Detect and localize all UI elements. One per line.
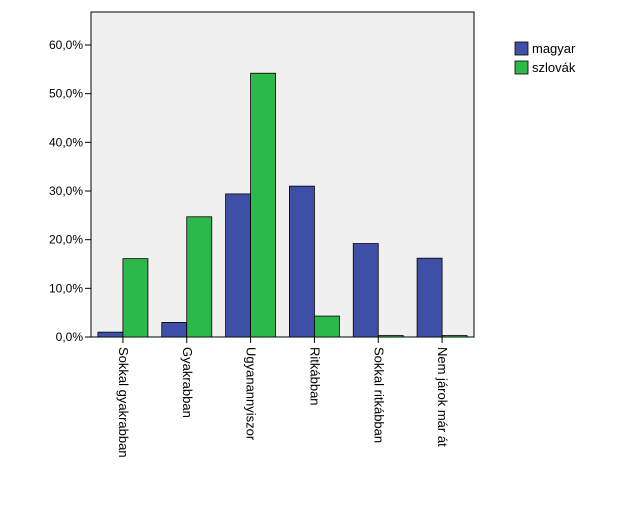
- x-category-label: Sokkal ritkábban: [371, 347, 386, 443]
- x-category-label: Ritkábban: [307, 347, 322, 406]
- bar-magyar-3: [289, 185, 315, 338]
- bar-magyar-5: [416, 257, 443, 338]
- legend-swatch-szlovák: [514, 60, 529, 75]
- legend-label-szlovák: szlovák: [532, 60, 576, 75]
- bar-magyar-0: [97, 331, 124, 338]
- y-tick-label: 30,0%: [49, 184, 83, 198]
- x-category-label: Gyakrabban: [180, 347, 195, 418]
- bar-szlovák-2: [250, 72, 276, 338]
- y-tick-label: 10,0%: [49, 281, 83, 295]
- bar-szlovák-1: [186, 216, 213, 338]
- bar-magyar-4: [352, 243, 379, 338]
- x-category-label: Nem járok már át: [435, 347, 450, 447]
- x-category-label: Sokkal gyakrabban: [116, 347, 131, 458]
- bar-szlovák-4: [377, 335, 404, 338]
- bar-szlovák-3: [314, 315, 340, 338]
- bar-szlovák-0: [122, 258, 149, 338]
- y-tick-label: 40,0%: [49, 135, 83, 149]
- legend-swatch-magyar: [514, 41, 529, 56]
- bar-szlovák-5: [441, 335, 468, 338]
- x-category-label: Ugyanannyiszor: [244, 347, 259, 441]
- legend-label-magyar: magyar: [532, 41, 576, 56]
- y-axis: 0,0% 10,0% 20,0% 30,0% 40,0% 50,0% 60,0%: [49, 38, 91, 344]
- bars: [97, 72, 468, 338]
- legend: magyar szlovák: [514, 41, 576, 75]
- x-axis: Sokkal gyakrabban Gyakrabban Ugyanannyiszo…: [116, 337, 450, 458]
- y-tick-label: 0,0%: [56, 330, 84, 344]
- bar-magyar-2: [225, 193, 251, 338]
- y-tick-label: 20,0%: [49, 233, 83, 247]
- plot-area: [90, 11, 475, 338]
- y-tick-label: 50,0%: [49, 87, 83, 101]
- bar-magyar-1: [161, 321, 188, 338]
- y-tick-label: 60,0%: [49, 38, 83, 52]
